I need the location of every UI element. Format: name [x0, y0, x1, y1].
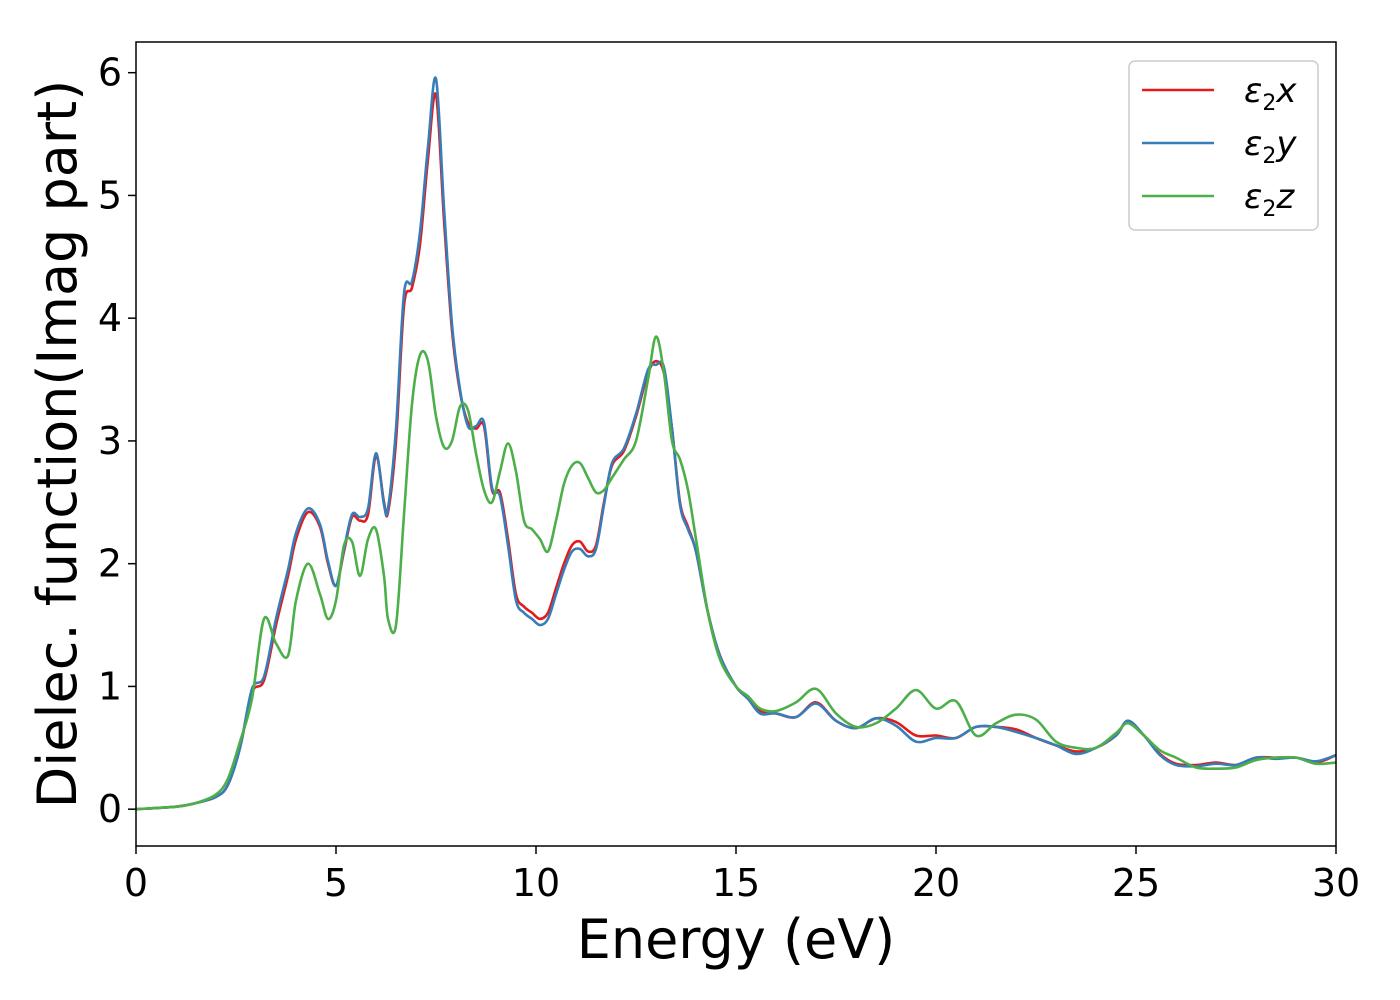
x-tick-label: 5 — [324, 861, 348, 905]
x-tick-label: 20 — [912, 861, 960, 905]
x-tick-label: 25 — [1112, 861, 1160, 905]
series-line-z — [135, 335, 1337, 811]
legend-label-x: ε2x — [1244, 71, 1297, 116]
y-tick-label: 5 — [98, 173, 122, 217]
x-tick-label: 10 — [512, 861, 560, 905]
y-tick-label: 2 — [98, 542, 122, 586]
x-tick-label: 0 — [124, 861, 148, 905]
x-axis: 0 5 10 15 20 25 30 — [124, 846, 1360, 905]
x-axis-label: Energy (eV) — [577, 908, 896, 971]
y-tick-label: 4 — [98, 296, 122, 340]
series-line-y — [135, 76, 1337, 811]
y-tick-label: 3 — [98, 419, 122, 463]
y-axis: 0 1 2 3 4 5 6 — [98, 51, 136, 831]
legend-frame — [1128, 60, 1319, 231]
y-tick-label: 0 — [98, 787, 122, 831]
y-axis-label: Dielec. function(Imag part) — [26, 80, 89, 809]
x-tick-label: 15 — [712, 861, 760, 905]
y-tick-label: 1 — [98, 664, 122, 708]
x-tick-label: 30 — [1312, 861, 1360, 905]
legend: ε2x ε2y ε2z — [1128, 60, 1319, 231]
y-tick-label: 6 — [98, 51, 122, 95]
legend-entries: ε2x ε2y ε2z — [1142, 71, 1297, 222]
legend-label-y: ε2y — [1244, 124, 1297, 169]
legend-label-z: ε2z — [1244, 177, 1295, 222]
series-layer — [135, 76, 1337, 811]
